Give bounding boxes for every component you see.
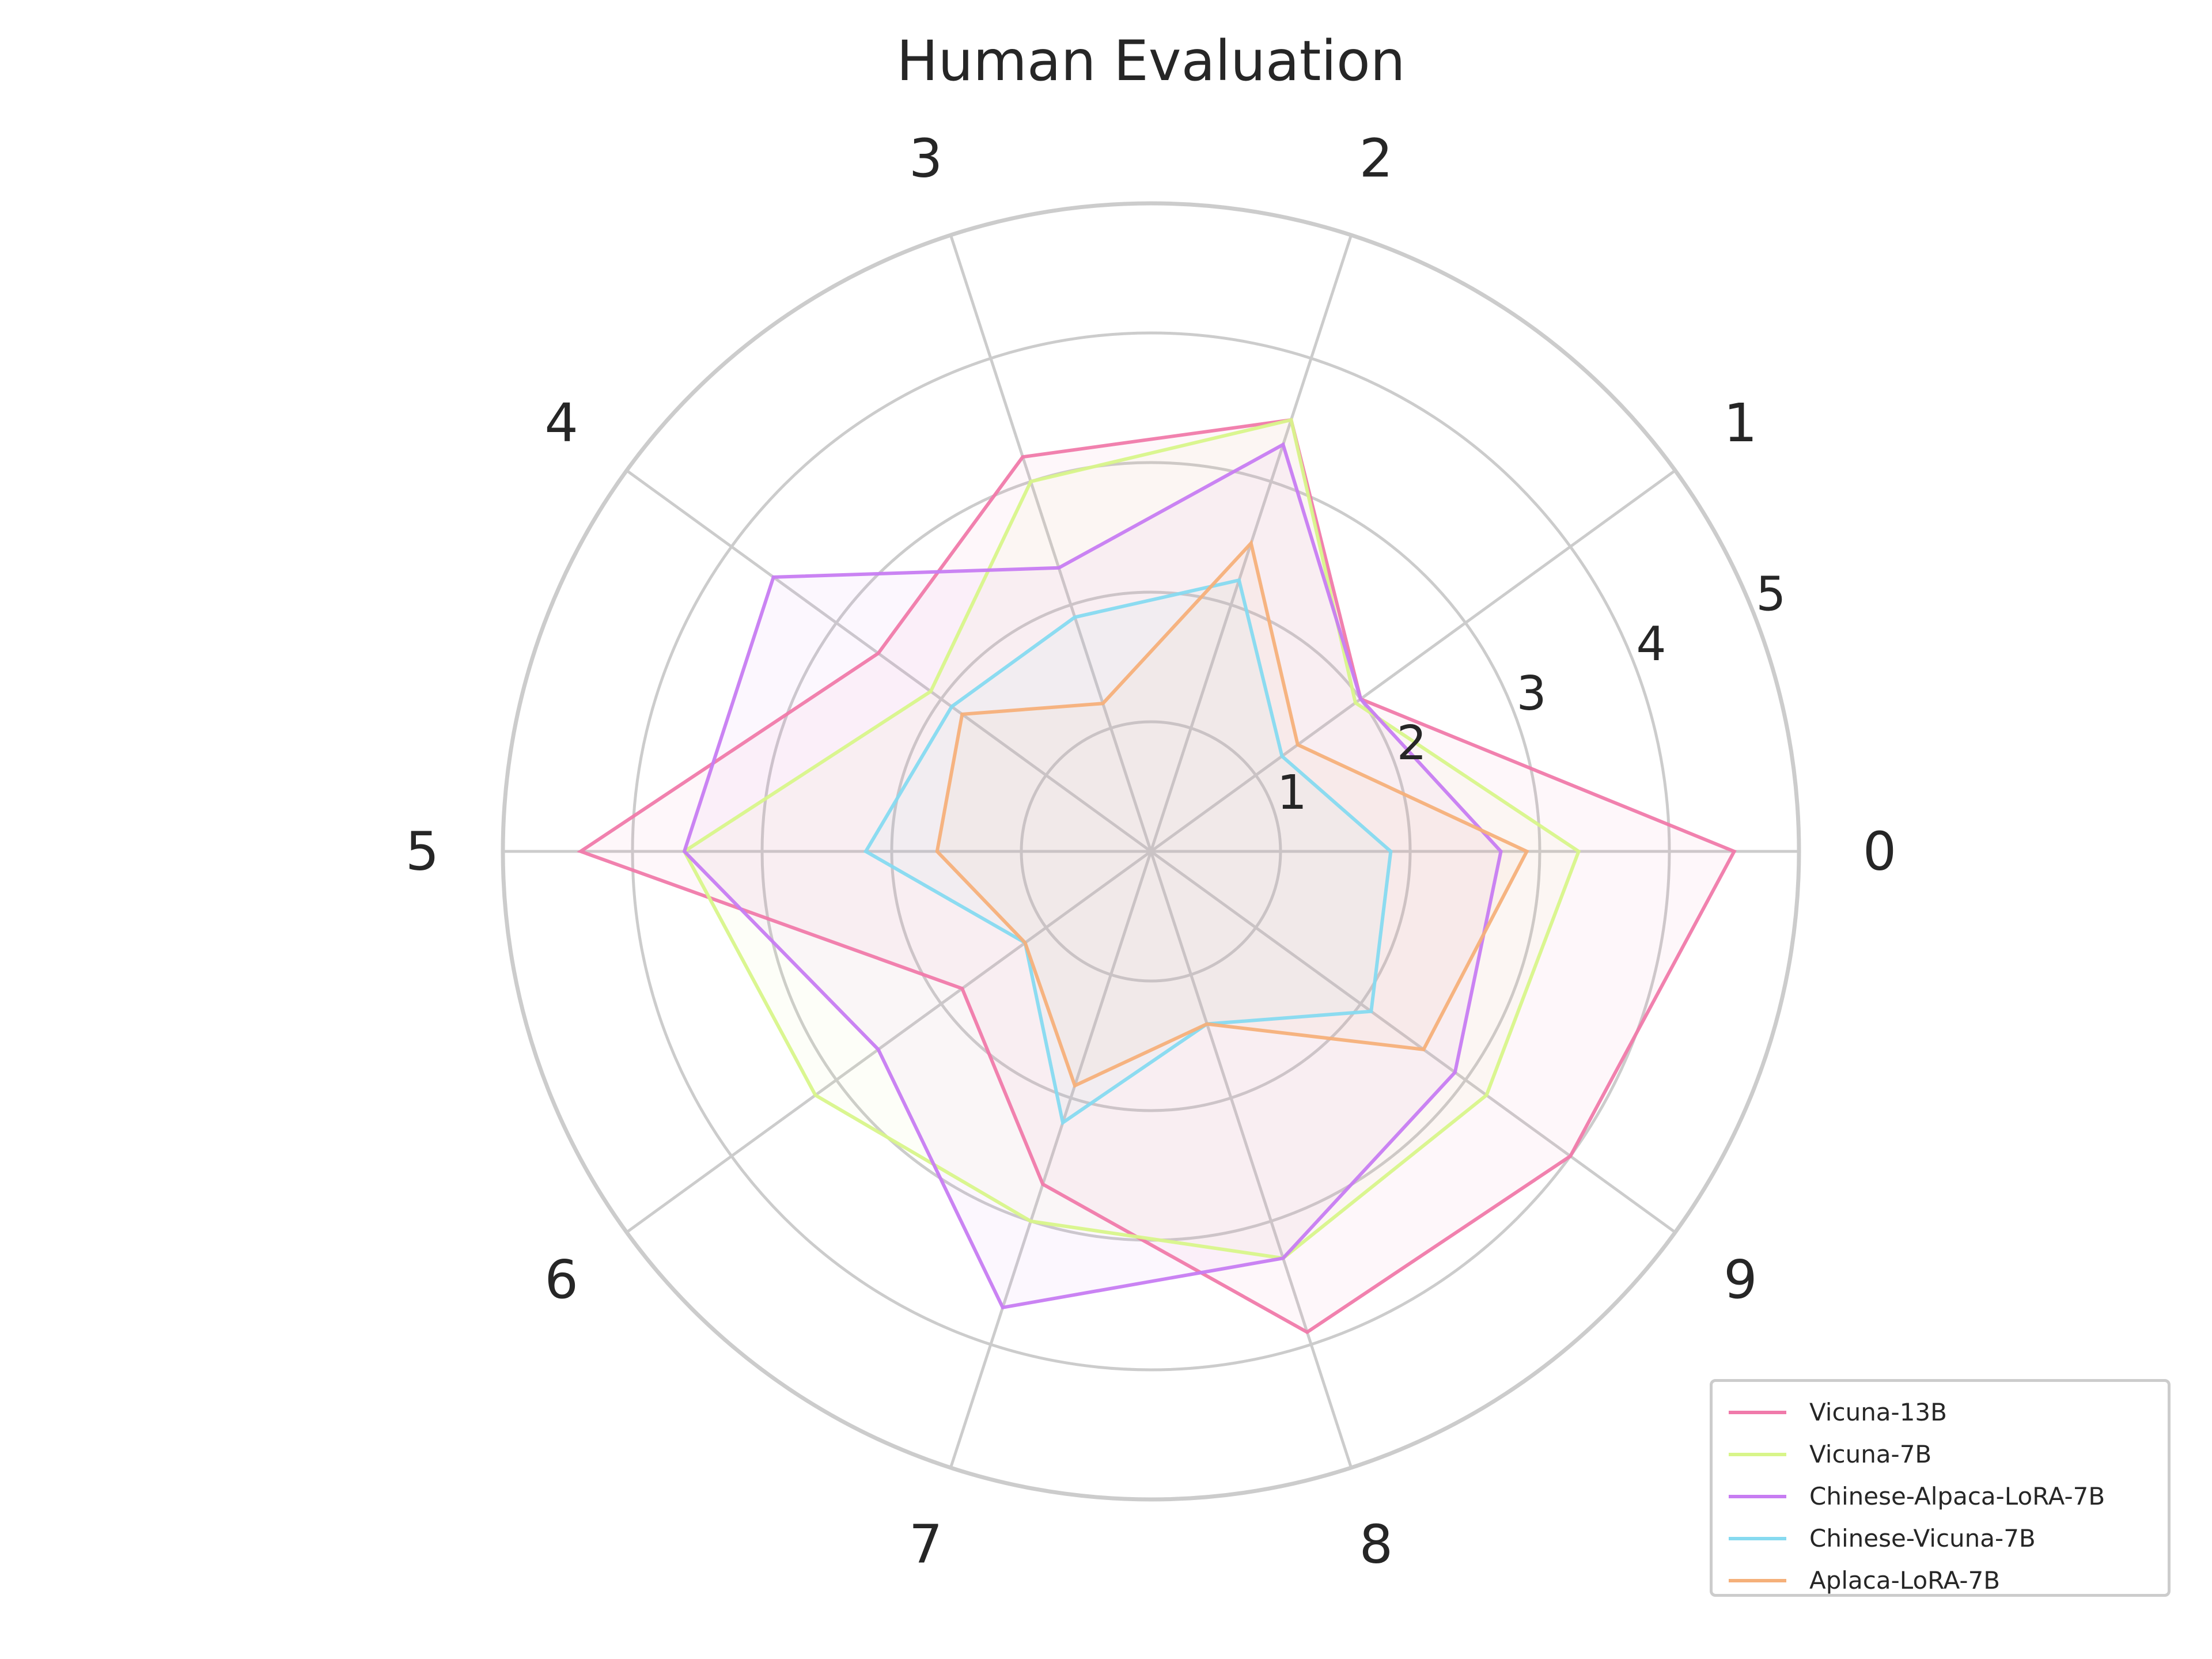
category-label: 5 bbox=[406, 821, 440, 882]
axis-labels: 0 1 2 3 4 5 6 7 8 9 1 2 3 4 5 bbox=[406, 127, 1897, 1575]
legend-item: Chinese-Alpaca-LoRA-7B bbox=[1713, 1475, 2168, 1517]
chart-legend: Vicuna-13B Vicuna-7B Chinese-Alpaca-LoRA… bbox=[1710, 1379, 2171, 1597]
radar-grid bbox=[501, 201, 1801, 1502]
legend-swatch bbox=[1729, 1494, 1786, 1498]
category-label: 0 bbox=[1863, 821, 1897, 882]
legend-swatch bbox=[1729, 1410, 1786, 1414]
legend-swatch bbox=[1729, 1536, 1786, 1540]
category-label: 2 bbox=[1359, 127, 1393, 189]
series-fill bbox=[866, 580, 1391, 1123]
series-line bbox=[577, 418, 1737, 1335]
grid-spoke bbox=[949, 851, 1153, 1468]
category-label: 9 bbox=[1724, 1249, 1758, 1310]
grid-spoke bbox=[1150, 850, 1676, 1234]
grid-spoke bbox=[626, 469, 1152, 853]
series-fill bbox=[581, 420, 1734, 1332]
grid-spoke bbox=[1150, 469, 1676, 853]
radial-tick-label: 2 bbox=[1397, 716, 1427, 771]
radial-tick-label: 4 bbox=[1636, 617, 1666, 672]
series-lines bbox=[577, 418, 1737, 1335]
legend-item: Aplaca-LoRA-7B bbox=[1713, 1559, 2168, 1601]
legend-item: Chinese-Vicuna-7B bbox=[1713, 1517, 2168, 1559]
series-line bbox=[935, 539, 1529, 1088]
series-line bbox=[863, 578, 1393, 1126]
legend-label: Chinese-Alpaca-LoRA-7B bbox=[1809, 1482, 2105, 1510]
category-label: 7 bbox=[909, 1514, 943, 1575]
legend-label: Aplaca-LoRA-7B bbox=[1809, 1566, 2001, 1594]
legend-swatch bbox=[1729, 1578, 1786, 1582]
series-fill bbox=[684, 444, 1501, 1308]
chart-title: Human Evaluation bbox=[896, 29, 1406, 93]
series-fills bbox=[581, 420, 1734, 1332]
grid-spoke bbox=[949, 234, 1153, 852]
category-label: 6 bbox=[544, 1249, 578, 1310]
radial-tick-label: 3 bbox=[1517, 666, 1547, 721]
series-fill bbox=[684, 420, 1579, 1259]
legend-item: Vicuna-7B bbox=[1713, 1433, 2168, 1475]
radial-tick-label: 1 bbox=[1277, 766, 1307, 820]
category-label: 8 bbox=[1359, 1514, 1393, 1575]
legend-label: Chinese-Vicuna-7B bbox=[1809, 1524, 2036, 1552]
grid-spoke bbox=[626, 850, 1152, 1234]
series-line bbox=[682, 442, 1503, 1310]
category-label: 3 bbox=[909, 127, 943, 189]
legend-label: Vicuna-13B bbox=[1809, 1398, 1947, 1426]
legend-label: Vicuna-7B bbox=[1809, 1440, 1932, 1468]
category-label: 1 bbox=[1724, 392, 1758, 454]
category-label: 4 bbox=[544, 392, 578, 454]
grid-spoke bbox=[1149, 851, 1353, 1468]
legend-item: Vicuna-13B bbox=[1713, 1391, 2168, 1433]
legend-swatch bbox=[1729, 1452, 1786, 1456]
radial-tick-label: 5 bbox=[1756, 567, 1786, 622]
